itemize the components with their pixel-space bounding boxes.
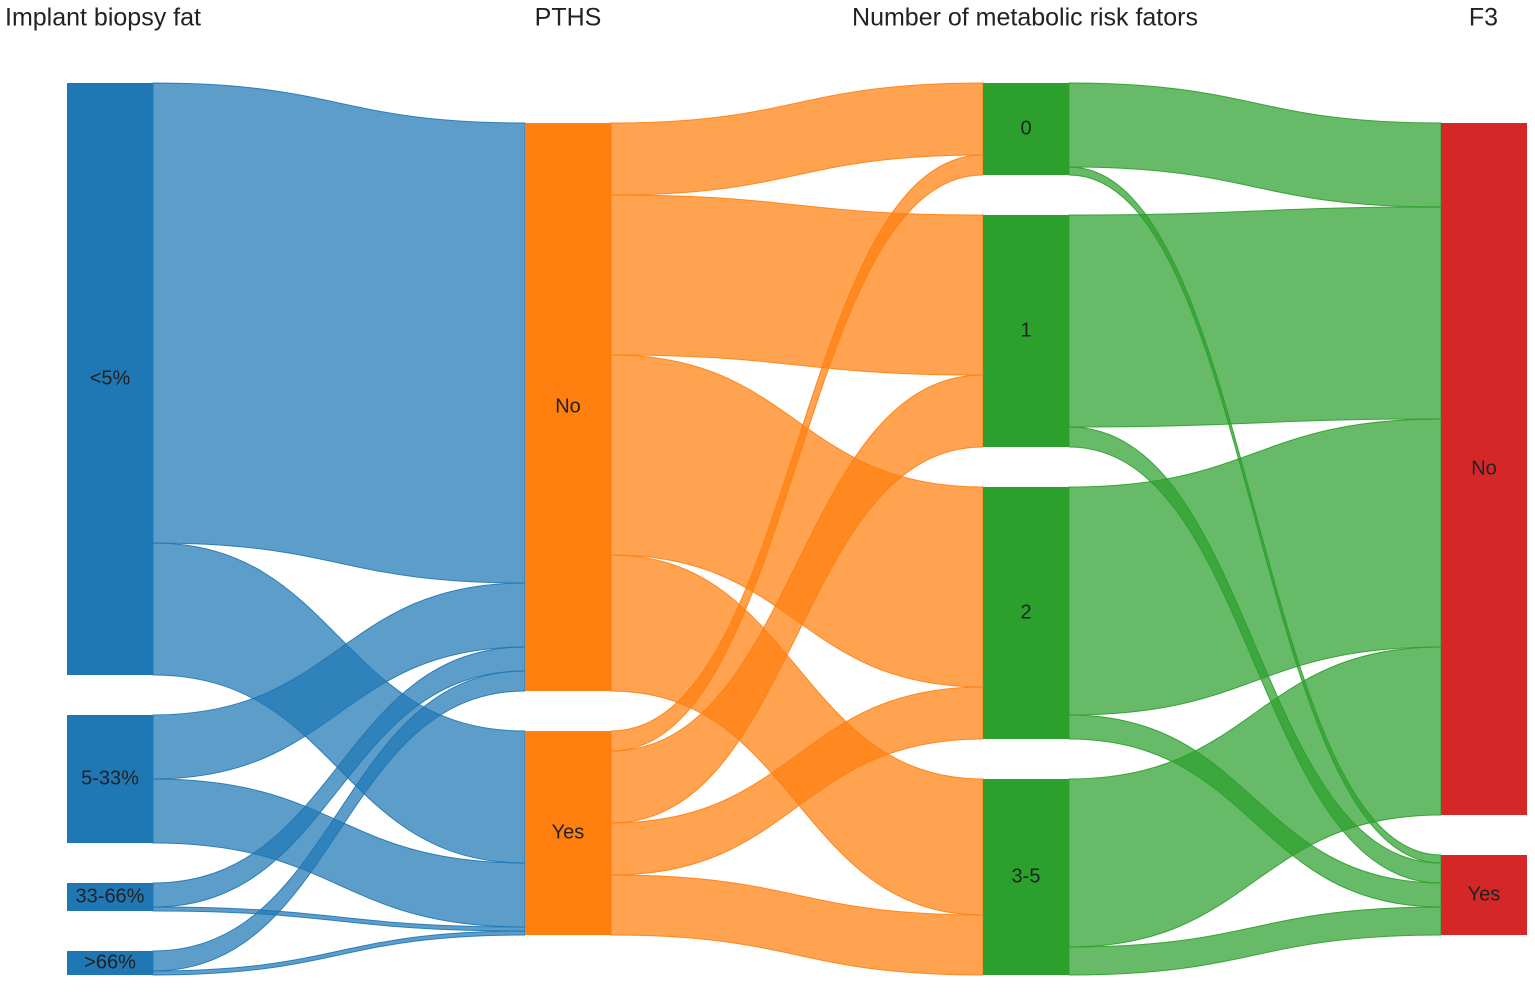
node-label: No <box>1471 457 1497 479</box>
node-label: 1 <box>1020 319 1031 341</box>
node-label: 33-66% <box>76 885 145 907</box>
node-bar <box>983 779 1069 975</box>
node-bar <box>983 487 1069 739</box>
flow-ribbon <box>610 194 984 376</box>
nodes: <5% 5-33% 33-66% >66% No Yes 0 1 2 3-5 No Yes <box>67 83 1527 975</box>
column-title: F3 <box>1469 4 1498 32</box>
node-bar <box>983 215 1069 447</box>
node-label: 3-5 <box>1012 865 1041 887</box>
node-bar <box>1441 123 1527 815</box>
links <box>152 82 1442 976</box>
flow-ribbon <box>152 82 526 584</box>
column-title: Implant biopsy fat <box>5 4 201 32</box>
node-bar <box>525 731 611 935</box>
node-bar <box>983 83 1069 175</box>
node-label: 5-33% <box>81 767 139 789</box>
node-label: >66% <box>84 951 136 973</box>
node-label: 0 <box>1020 117 1031 139</box>
flow-ribbon <box>1068 206 1442 428</box>
node-label: <5% <box>90 367 131 389</box>
node-label: No <box>555 395 581 417</box>
node-bar <box>67 883 153 911</box>
flow-ribbon <box>1068 82 1442 208</box>
node-bar <box>67 83 153 675</box>
column-title: Number of metabolic risk fators <box>852 4 1198 32</box>
node-bar <box>1441 855 1527 935</box>
node-label: Yes <box>552 821 585 843</box>
node-bar <box>67 715 153 843</box>
node-bar <box>525 123 611 691</box>
node-label: 2 <box>1020 601 1031 623</box>
node-label: Yes <box>1468 883 1501 905</box>
column-title: PTHS <box>535 4 602 32</box>
node-bar <box>67 951 153 975</box>
